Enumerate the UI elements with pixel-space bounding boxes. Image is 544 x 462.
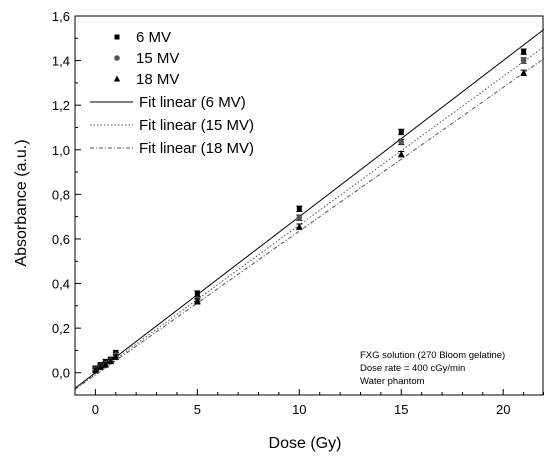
y-tick-label: 0,6 <box>52 232 70 247</box>
fit-line-0 <box>75 28 544 389</box>
data-point-triangle <box>97 363 104 370</box>
plot-frame <box>74 15 544 396</box>
x-axis-label: Dose (Gy) <box>269 435 342 452</box>
x-tick-label: 0 <box>92 402 99 417</box>
legend-label: Fit linear (6 MV) <box>139 94 246 111</box>
data-point-triangle <box>92 366 99 373</box>
x-tick-label: 20 <box>496 402 510 417</box>
fit-line-1 <box>75 46 544 390</box>
x-tick-label: 15 <box>394 402 408 417</box>
x-tick-label: 10 <box>292 402 306 417</box>
data-point-square <box>296 206 302 212</box>
annotation-phantom: Water phantom <box>360 376 425 387</box>
annotation-dose-rate: Dose rate = 400 cGy/min <box>360 363 465 374</box>
data-point-square <box>398 129 404 135</box>
data-point-triangle <box>398 150 405 157</box>
legend-label: Fit linear (18 MV) <box>139 140 254 157</box>
y-axis-label: Absorbance (a.u.) <box>13 139 30 266</box>
y-tick-label: 1,2 <box>52 98 70 113</box>
axis-ticks: 0 5 10 15 20 0,0 0,2 0,4 0,6 0,8 1,0 1,2 1,4 1,6 <box>52 9 544 417</box>
data-points <box>92 48 527 374</box>
legend-marker-square <box>114 34 120 40</box>
data-point-triangle <box>520 69 527 76</box>
y-tick-label: 1,0 <box>52 143 70 158</box>
data-point-square <box>521 49 527 55</box>
data-point-circle <box>398 139 405 145</box>
fit-line-2 <box>75 58 544 390</box>
legend-label: 15 MV <box>136 50 179 67</box>
data-point-circle <box>520 57 527 64</box>
data-point-square <box>194 291 200 297</box>
y-tick-label: 0,0 <box>52 366 70 381</box>
data-point-triangle <box>102 361 109 368</box>
y-tick-label: 1,4 <box>52 54 70 69</box>
data-point-triangle <box>112 353 119 360</box>
legend-label: Fit linear (15 MV) <box>139 117 254 134</box>
y-tick-label: 0,2 <box>52 321 70 336</box>
data-point-triangle <box>296 223 303 230</box>
data-point-triangle <box>194 297 201 304</box>
legend-marker-triangle <box>113 75 121 82</box>
data-point-circle <box>296 214 303 221</box>
legend: 6 MV 15 MV 18 MV Fit linear (6 MV) Fit linea… <box>90 29 254 157</box>
fit-lines <box>75 28 544 390</box>
y-tick-label: 1,6 <box>52 9 70 24</box>
annotation-solution: FXG solution (270 Bloom gelatine) <box>360 350 505 361</box>
legend-marker-circle <box>114 55 120 61</box>
legend-label: 6 MV <box>136 29 171 46</box>
data-point-triangle <box>107 358 114 365</box>
y-tick-label: 0,4 <box>52 277 70 292</box>
y-tick-label: 0,8 <box>52 187 70 202</box>
x-tick-label: 5 <box>194 402 201 417</box>
legend-label: 18 MV <box>136 71 179 88</box>
